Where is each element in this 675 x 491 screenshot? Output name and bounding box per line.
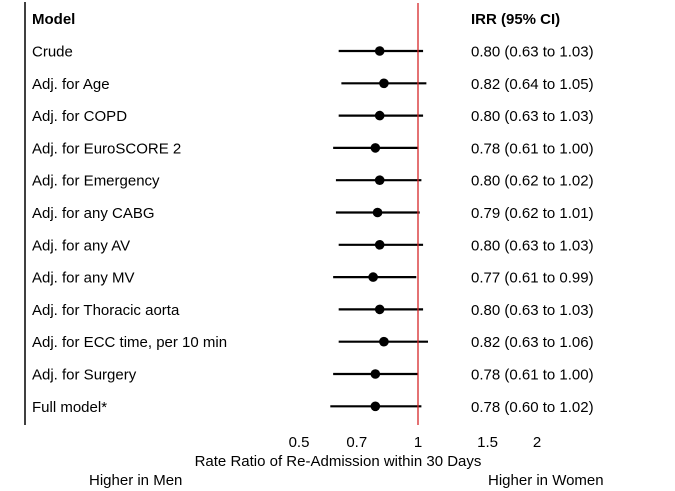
estimate-point [379,336,389,347]
estimate-point [374,110,385,121]
forest-row: Adj. for Thoracic aorta 0.80 (0.63 to 1.0… [32,302,594,319]
forest-row: Adj. for ECC time, per 10 min 0.82 (0.63 … [32,334,594,351]
row-label: Adj. for Thoracic aorta [32,302,180,319]
row-label: Adj. for COPD [32,108,127,125]
row-label: Adj. for Emergency [32,173,160,190]
forest-row: Adj. for Age 0.82 (0.64 to 1.05) [32,76,594,93]
estimate-point [370,401,381,412]
rows-group: Crude 0.80 (0.63 to 1.03) Adj. for Age 0.82… [32,44,594,416]
row-estimate-text: 0.80 (0.63 to 1.03) [471,302,594,319]
row-estimate-text: 0.82 (0.64 to 1.05) [471,76,594,93]
estimate-point [370,143,381,153]
estimate-point [374,240,385,250]
row-estimate-text: 0.79 (0.62 to 1.01) [471,205,594,222]
row-estimate-text: 0.77 (0.61 to 0.99) [471,270,594,287]
row-estimate-text: 0.80 (0.63 to 1.03) [471,108,594,125]
estimate-point [374,304,385,315]
estimate-point [379,78,389,89]
row-estimate-text: 0.80 (0.63 to 1.03) [471,44,594,61]
row-label: Adj. for any AV [32,237,130,254]
annotation-higher-in-men: Higher in Men [89,472,182,489]
x-tick-label: 0.7 [346,434,367,451]
estimate-point [374,46,385,56]
row-estimate-text: 0.80 (0.63 to 1.03) [471,237,594,254]
x-tick-label: 1 [414,434,422,451]
forest-row: Adj. for any CABG 0.79 (0.62 to 1.01) [32,205,594,222]
forest-row: Adj. for Surgery 0.78 (0.61 to 1.00) [32,367,594,384]
estimate-point [372,207,383,218]
forest-row: Full model* 0.78 (0.60 to 1.02) [32,399,594,416]
row-estimate-text: 0.82 (0.63 to 1.06) [471,334,594,351]
row-label: Adj. for ECC time, per 10 min [32,334,227,351]
x-tick-label: 0.5 [289,434,310,451]
forest-row: Adj. for EuroSCORE 2 0.78 (0.61 to 1.00) [32,140,594,157]
row-label: Adj. for Surgery [32,367,137,384]
forest-row: Crude 0.80 (0.63 to 1.03) [32,44,594,61]
estimate-point [370,369,381,379]
row-label: Full model* [32,399,107,416]
x-tick-label: 1.5 [477,434,498,451]
row-estimate-text: 0.80 (0.62 to 1.02) [471,173,594,190]
row-label: Crude [32,44,73,61]
x-ticks-group: 0.5 0.7 1 1.5 2 [289,434,542,451]
forest-row: Adj. for any MV 0.77 (0.61 to 0.99) [32,270,594,287]
row-estimate-text: 0.78 (0.60 to 1.02) [471,399,594,416]
row-label: Adj. for Age [32,76,110,93]
annotation-higher-in-women: Higher in Women [488,472,604,489]
header-estimate: IRR (95% CI) [471,11,560,28]
row-label: Adj. for any MV [32,270,135,287]
estimate-point [368,272,378,282]
row-label: Adj. for any CABG [32,205,155,222]
row-estimate-text: 0.78 (0.61 to 1.00) [471,367,594,384]
x-tick-label: 2 [533,434,541,451]
row-estimate-text: 0.78 (0.61 to 1.00) [471,140,594,157]
forest-row: Adj. for any AV 0.80 (0.63 to 1.03) [32,237,594,254]
forest-row: Adj. for COPD 0.80 (0.63 to 1.03) [32,108,594,125]
estimate-point [374,175,385,185]
header-model: Model [32,11,75,28]
x-axis-label: Rate Ratio of Re-Admission within 30 Day… [195,453,482,470]
row-label: Adj. for EuroSCORE 2 [32,140,181,157]
forest-row: Adj. for Emergency 0.80 (0.62 to 1.02) [32,173,594,190]
